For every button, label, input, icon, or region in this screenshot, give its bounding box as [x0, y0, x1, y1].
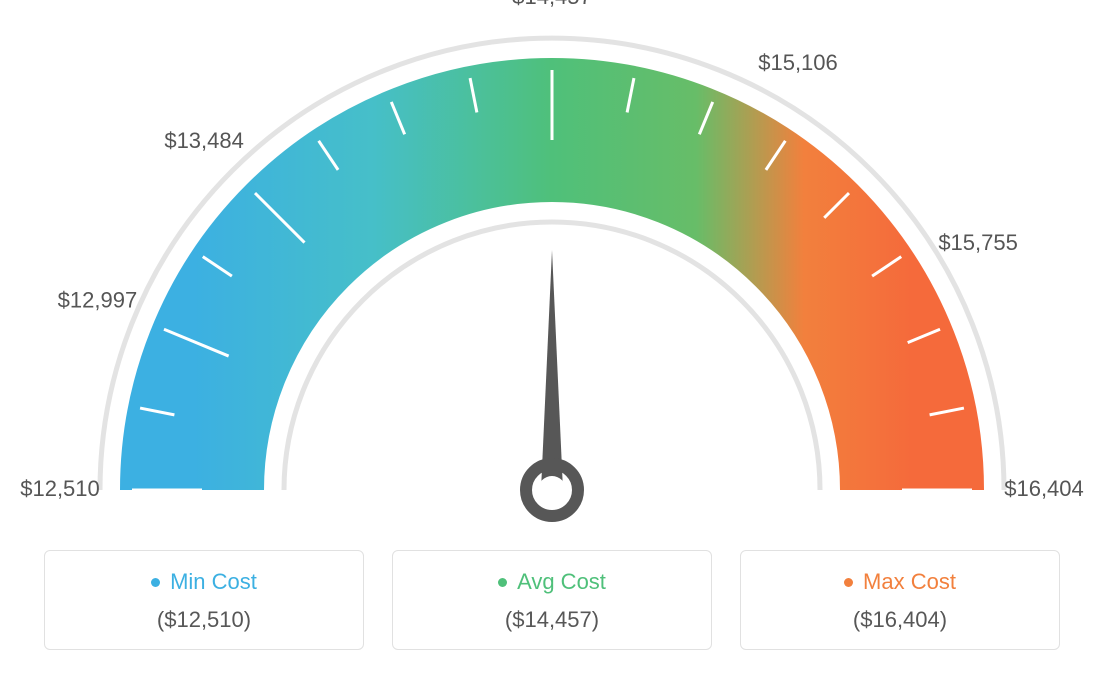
- svg-text:$15,755: $15,755: [938, 230, 1018, 255]
- max-dot-icon: [844, 578, 853, 587]
- max-cost-label: Max Cost: [863, 569, 956, 595]
- avg-cost-card: Avg Cost ($14,457): [392, 550, 712, 650]
- svg-text:$14,457: $14,457: [512, 0, 592, 9]
- min-cost-label: Min Cost: [170, 569, 257, 595]
- svg-text:$16,404: $16,404: [1004, 476, 1084, 501]
- svg-text:$15,106: $15,106: [758, 50, 838, 75]
- max-cost-value: ($16,404): [751, 607, 1049, 633]
- gauge-svg: $12,510 $12,997 $13,484 $14,457 $15,106 $15,7…: [0, 0, 1104, 540]
- svg-text:$13,484: $13,484: [164, 128, 244, 153]
- avg-cost-value: ($14,457): [403, 607, 701, 633]
- min-cost-value: ($12,510): [55, 607, 353, 633]
- cost-gauge: $12,510 $12,997 $13,484 $14,457 $15,106 $15,7…: [0, 0, 1104, 540]
- avg-dot-icon: [498, 578, 507, 587]
- min-dot-icon: [151, 578, 160, 587]
- min-cost-title: Min Cost: [151, 569, 257, 595]
- summary-cards: Min Cost ($12,510) Avg Cost ($14,457) Ma…: [0, 550, 1104, 650]
- avg-cost-title: Avg Cost: [498, 569, 606, 595]
- max-cost-card: Max Cost ($16,404): [740, 550, 1060, 650]
- avg-cost-label: Avg Cost: [517, 569, 606, 595]
- min-cost-card: Min Cost ($12,510): [44, 550, 364, 650]
- max-cost-title: Max Cost: [844, 569, 956, 595]
- svg-text:$12,997: $12,997: [58, 288, 138, 313]
- svg-text:$12,510: $12,510: [20, 476, 100, 501]
